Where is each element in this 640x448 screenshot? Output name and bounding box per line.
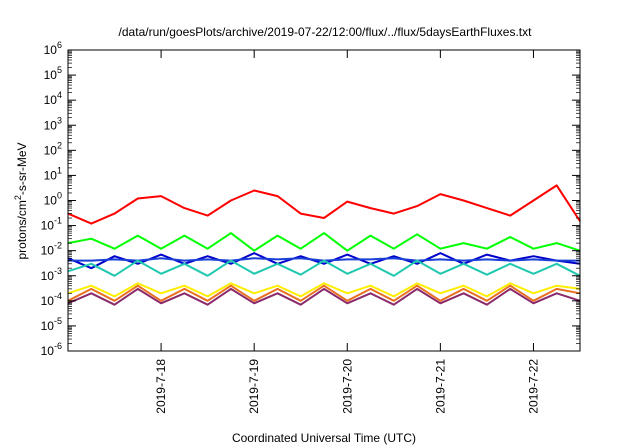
x-tick-label: 2019-7-18 bbox=[154, 359, 168, 414]
y-tick-label: 102 bbox=[44, 140, 62, 157]
y-tick-label: 10-3 bbox=[41, 266, 62, 283]
y-tick-label: 10-4 bbox=[41, 291, 62, 308]
y-tick-label: 10-1 bbox=[41, 216, 62, 233]
chart-title: /data/run/goesPlots/archive/2019-07-22/1… bbox=[119, 25, 533, 39]
y-tick-label-exp: -6 bbox=[54, 341, 62, 351]
series-line-8 bbox=[67, 287, 581, 306]
y-tick-label-base: 10 bbox=[41, 344, 55, 358]
series-line-7 bbox=[67, 284, 581, 302]
y-axis-label-sup: 2 bbox=[13, 195, 23, 200]
y-tick-label-exp: -1 bbox=[54, 216, 62, 226]
y-tick-label-base: 10 bbox=[44, 93, 58, 107]
y-tick-label-base: 10 bbox=[44, 168, 58, 182]
y-tick-label-base: 10 bbox=[44, 143, 58, 157]
y-tick-label: 10-5 bbox=[41, 316, 62, 333]
y-tick-label-exp: 4 bbox=[57, 90, 62, 100]
series-line-6 bbox=[67, 282, 581, 298]
y-tick-label-base: 10 bbox=[41, 319, 55, 333]
x-tick-label: 2019-7-20 bbox=[340, 359, 354, 414]
y-tick-label-exp: 5 bbox=[57, 65, 62, 75]
y-axis-label-rest: -s-sr-MeV bbox=[15, 142, 29, 195]
y-tick-label-exp: 6 bbox=[57, 40, 62, 50]
series-line-1 bbox=[67, 184, 581, 225]
y-tick-label: 105 bbox=[44, 65, 62, 82]
y-tick-label: 100 bbox=[44, 191, 62, 208]
y-tick-label-exp: -4 bbox=[54, 291, 62, 301]
y-tick-label-base: 10 bbox=[44, 68, 58, 82]
y-tick-label: 104 bbox=[44, 90, 62, 107]
x-tick-label: 2019-7-21 bbox=[433, 359, 447, 414]
series-group bbox=[67, 184, 581, 306]
y-tick-label-base: 10 bbox=[41, 219, 55, 233]
plot-frame bbox=[67, 49, 581, 352]
y-tick-label: 10-2 bbox=[41, 241, 62, 258]
y-tick-label: 10-6 bbox=[41, 341, 62, 358]
y-tick-label-base: 10 bbox=[41, 269, 55, 283]
y-tick-label-base: 10 bbox=[44, 118, 58, 132]
x-tick-label: 2019-7-19 bbox=[247, 359, 261, 414]
tick-labels-group: 10-610-510-410-310-210-11001011021031041… bbox=[41, 40, 541, 414]
y-axis-label-base: protons/cm bbox=[15, 200, 29, 259]
y-tick-label: 101 bbox=[44, 165, 62, 182]
y-tick-label-base: 10 bbox=[44, 43, 58, 57]
series-line-3 bbox=[67, 252, 581, 270]
x-axis-label: Coordinated Universal Time (UTC) bbox=[232, 431, 416, 445]
series-line-2 bbox=[67, 232, 581, 252]
y-tick-label-exp: -2 bbox=[54, 241, 62, 251]
y-tick-label-exp: 2 bbox=[57, 140, 62, 150]
y-tick-label-exp: 3 bbox=[57, 115, 62, 125]
y-tick-label-base: 10 bbox=[44, 194, 58, 208]
y-axis-label: protons/cm2-s-sr-MeV bbox=[13, 142, 29, 259]
y-tick-label-base: 10 bbox=[41, 294, 55, 308]
y-tick-label-exp: 0 bbox=[57, 191, 62, 201]
y-tick-label-exp: -5 bbox=[54, 316, 62, 326]
y-tick-label: 103 bbox=[44, 115, 62, 132]
y-tick-label-exp: -3 bbox=[54, 266, 62, 276]
series-line-5 bbox=[67, 259, 581, 277]
y-tick-label-exp: 1 bbox=[57, 165, 62, 175]
y-tick-label-base: 10 bbox=[41, 244, 55, 258]
y-tick-label: 106 bbox=[44, 40, 62, 57]
x-tick-label: 2019-7-22 bbox=[527, 359, 541, 414]
